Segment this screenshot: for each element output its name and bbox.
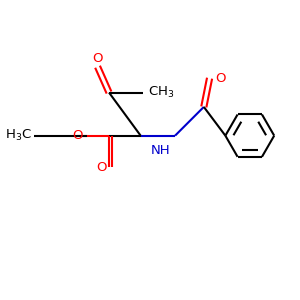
Text: O: O: [92, 52, 103, 65]
Text: O: O: [215, 72, 226, 85]
Text: NH: NH: [151, 144, 170, 157]
Text: H$_3$C: H$_3$C: [4, 128, 32, 143]
Text: CH$_3$: CH$_3$: [148, 85, 174, 100]
Text: O: O: [97, 161, 107, 174]
Text: O: O: [72, 129, 83, 142]
